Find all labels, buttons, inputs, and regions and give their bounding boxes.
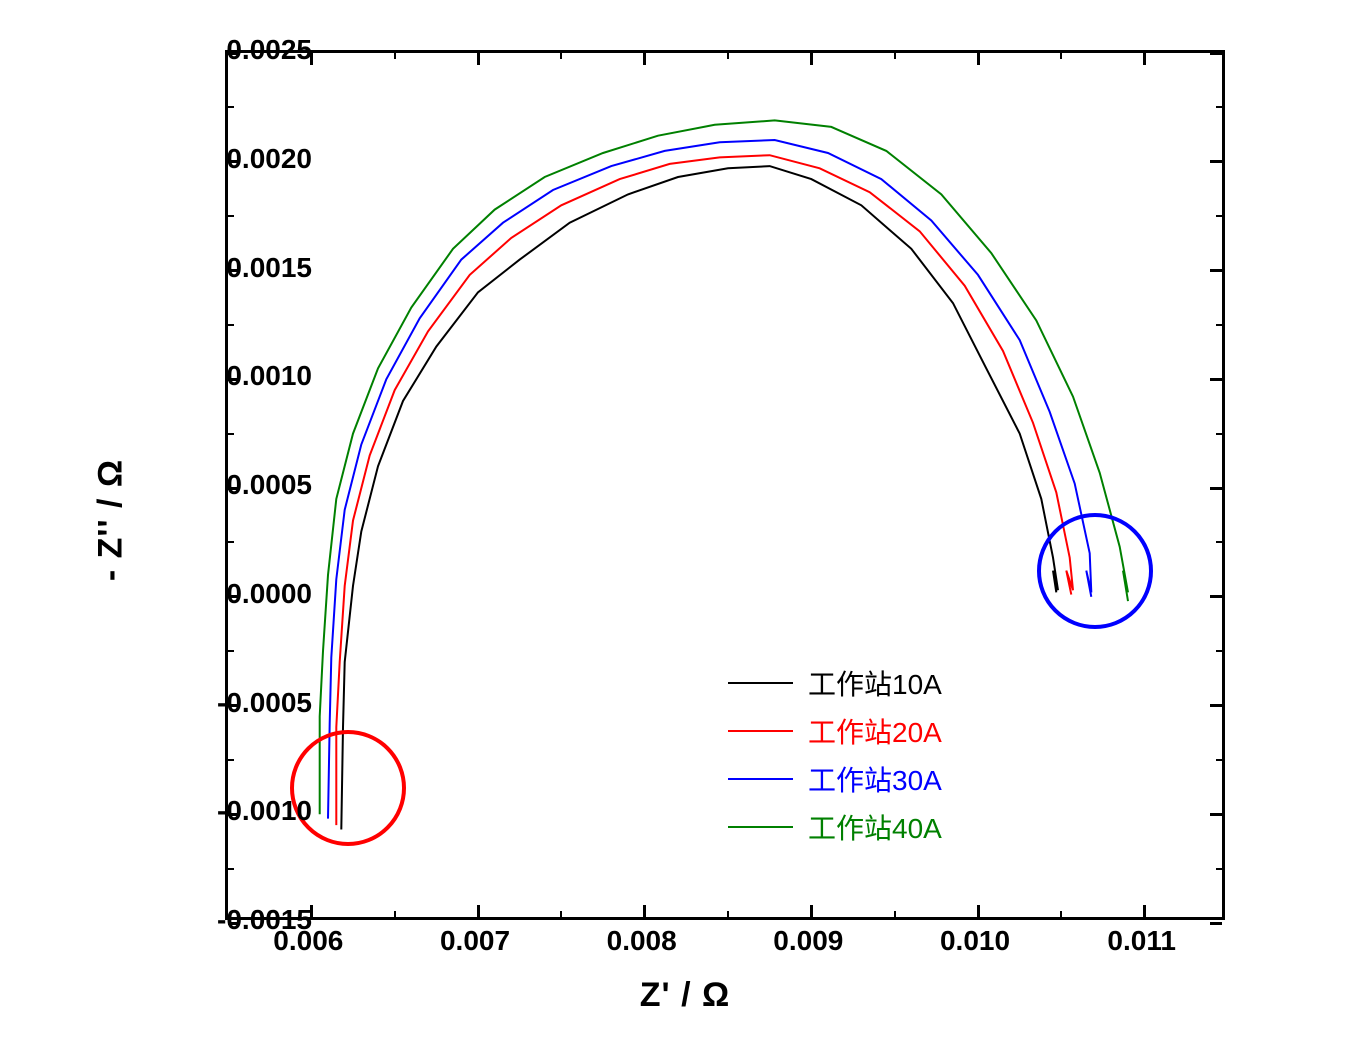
legend-swatch-3 bbox=[728, 826, 793, 828]
plot-area: 工作站10A 工作站20A 工作站30A 工作站40A bbox=[225, 50, 1225, 920]
x-tick-label: 0.010 bbox=[940, 925, 1010, 957]
annotation-circle-1 bbox=[1037, 513, 1153, 629]
annotation-circle-0 bbox=[290, 730, 406, 846]
legend-label-3: 工作站40A bbox=[808, 807, 942, 847]
legend-item-1: 工作站20A bbox=[728, 711, 942, 751]
legend-label-2: 工作站30A bbox=[808, 759, 942, 799]
legend-swatch-0 bbox=[728, 682, 793, 684]
y-tick-label: 0.0015 bbox=[226, 252, 312, 284]
x-tick-label: 0.011 bbox=[1107, 925, 1176, 957]
x-tick-label: 0.006 bbox=[273, 925, 343, 957]
x-tick-label: 0.007 bbox=[440, 925, 510, 957]
legend-item-2: 工作站30A bbox=[728, 759, 942, 799]
y-tick-label: 0.0010 bbox=[226, 360, 312, 392]
y-tick-label: -0.0005 bbox=[217, 687, 312, 719]
x-axis-label: Z' / Ω bbox=[640, 976, 730, 1015]
legend-label-0: 工作站10A bbox=[808, 663, 942, 703]
series-curve-2 bbox=[328, 140, 1091, 819]
x-tick-label: 0.008 bbox=[607, 925, 677, 957]
y-tick-label: 0.0020 bbox=[226, 143, 312, 175]
legend-swatch-1 bbox=[728, 730, 793, 732]
y-tick-label: -0.0010 bbox=[217, 795, 312, 827]
nyquist-chart: - Z'' / Ω Z' / Ω 工作站10A 工作站20A 工作站30A 工作… bbox=[50, 20, 1320, 1020]
legend-label-1: 工作站20A bbox=[808, 711, 942, 751]
legend: 工作站10A 工作站20A 工作站30A 工作站40A bbox=[718, 653, 952, 865]
y-tick-label: 0.0025 bbox=[226, 34, 312, 66]
y-tick-label: 0.0000 bbox=[226, 578, 312, 610]
y-tick-label: 0.0005 bbox=[226, 469, 312, 501]
x-tick-label: 0.009 bbox=[773, 925, 843, 957]
legend-item-3: 工作站40A bbox=[728, 807, 942, 847]
y-axis-label: - Z'' / Ω bbox=[92, 459, 131, 581]
legend-swatch-2 bbox=[728, 778, 793, 780]
legend-item-0: 工作站10A bbox=[728, 663, 942, 703]
